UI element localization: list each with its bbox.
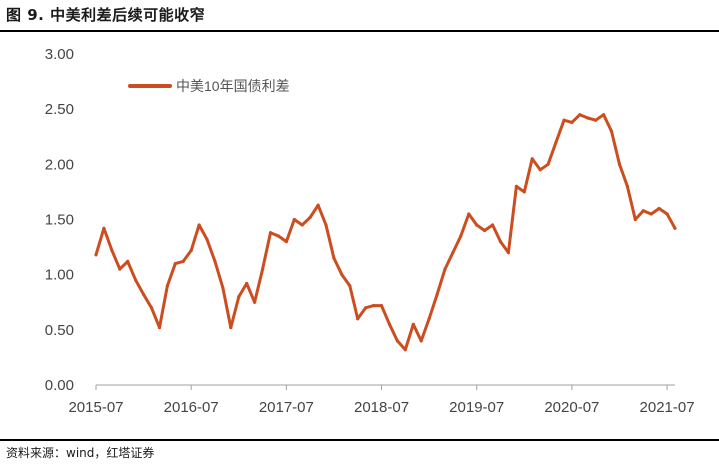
data-point: [617, 162, 622, 166]
data-point: [435, 292, 439, 297]
data-point: [570, 120, 574, 124]
data-point: [245, 281, 249, 286]
y-tick-label: 2.00: [45, 156, 74, 173]
plot-area: [94, 113, 677, 352]
data-point: [665, 212, 669, 216]
data-point: [673, 226, 677, 230]
data-point: [134, 278, 138, 282]
data-point: [506, 251, 510, 255]
data-point: [300, 223, 304, 227]
figure-title: 图 9. 中美利差后续可能收窄: [6, 6, 206, 24]
x-tick-label: 2017-07: [259, 399, 314, 416]
y-tick-label: 0.00: [45, 377, 74, 394]
data-point: [625, 184, 630, 188]
data-point: [276, 234, 280, 238]
source-note: 资料来源：wind，红塔证券: [6, 446, 155, 460]
data-point: [459, 234, 463, 238]
legend-label: 中美10年国债利差: [176, 78, 290, 94]
data-point: [594, 118, 598, 122]
source-rule: [0, 439, 719, 441]
data-point: [189, 248, 193, 252]
data-point: [142, 292, 146, 297]
y-tick-label: 1.00: [45, 267, 74, 284]
data-point: [403, 348, 407, 352]
y-tick-label: 1.50: [45, 212, 74, 229]
data-point: [324, 223, 328, 227]
data-point: [372, 304, 376, 308]
data-point: [181, 259, 185, 263]
data-point: [522, 190, 526, 194]
data-point: [261, 267, 265, 271]
data-point: [364, 306, 368, 310]
data-point: [633, 217, 637, 222]
x-tick-label: 2016-07: [164, 399, 219, 416]
data-point: [657, 206, 661, 211]
data-point: [340, 273, 344, 277]
data-point: [649, 212, 653, 216]
data-point: [348, 284, 352, 288]
data-point: [562, 118, 566, 122]
data-point: [538, 168, 542, 172]
series-line-spread: [94, 113, 677, 352]
data-point: [94, 253, 98, 257]
data-point: [149, 306, 154, 310]
data-point: [514, 184, 519, 188]
data-point: [443, 267, 447, 271]
data-point: [229, 326, 233, 330]
data-point: [197, 223, 201, 227]
data-point: [253, 300, 257, 304]
data-point: [221, 286, 225, 290]
data-point: [483, 228, 487, 233]
data-point: [292, 217, 296, 222]
data-point: [165, 284, 169, 288]
data-point: [411, 322, 415, 326]
x-tick-label: 2019-07: [449, 399, 504, 416]
data-point: [110, 248, 114, 252]
data-point: [427, 317, 431, 321]
data-point: [118, 267, 122, 271]
data-point: [237, 295, 241, 299]
x-tick-label: 2020-07: [544, 399, 599, 416]
data-point: [498, 240, 503, 244]
data-point: [102, 226, 106, 230]
data-point: [530, 157, 534, 161]
data-point: [126, 259, 130, 263]
data-point: [213, 259, 217, 263]
y-tick-label: 3.00: [45, 46, 74, 63]
data-point: [641, 209, 645, 213]
legend: 中美10年国债利差: [128, 78, 290, 94]
data-point: [451, 251, 455, 255]
data-point: [387, 322, 392, 326]
data-point: [609, 129, 614, 133]
x-axis: 2015-07 2016-07 2017-07 2018-07 2019-07 2020-…: [68, 384, 695, 416]
data-point: [173, 262, 177, 266]
data-point: [284, 240, 288, 244]
y-axis: 0.00 0.50 1.00 1.50 2.00 2.50 3.00: [45, 46, 74, 394]
x-tick-label: 2015-07: [68, 399, 123, 416]
data-point: [419, 339, 423, 343]
y-tick-label: 0.50: [45, 322, 74, 339]
data-point: [546, 162, 550, 166]
data-point: [205, 237, 209, 241]
data-point: [475, 223, 479, 227]
data-point: [467, 212, 471, 216]
data-point: [308, 215, 312, 219]
data-point: [586, 116, 590, 120]
data-point: [316, 203, 320, 207]
data-point: [332, 256, 336, 260]
data-point: [356, 317, 360, 321]
x-tick-label: 2021-07: [640, 399, 695, 416]
data-point: [395, 339, 399, 343]
spread-line-chart: 0.00 0.50 1.00 1.50 2.00 2.50 3.00 2015-07 2016…: [45, 46, 695, 416]
data-point: [491, 223, 495, 227]
data-point: [379, 304, 384, 308]
data-point: [554, 140, 558, 144]
data-point: [157, 326, 162, 330]
x-tick-label: 2018-07: [354, 399, 409, 416]
data-point: [578, 113, 582, 117]
y-tick-label: 2.50: [45, 101, 74, 118]
data-point: [602, 113, 606, 117]
title-rule: [0, 30, 719, 32]
data-point: [268, 231, 273, 235]
